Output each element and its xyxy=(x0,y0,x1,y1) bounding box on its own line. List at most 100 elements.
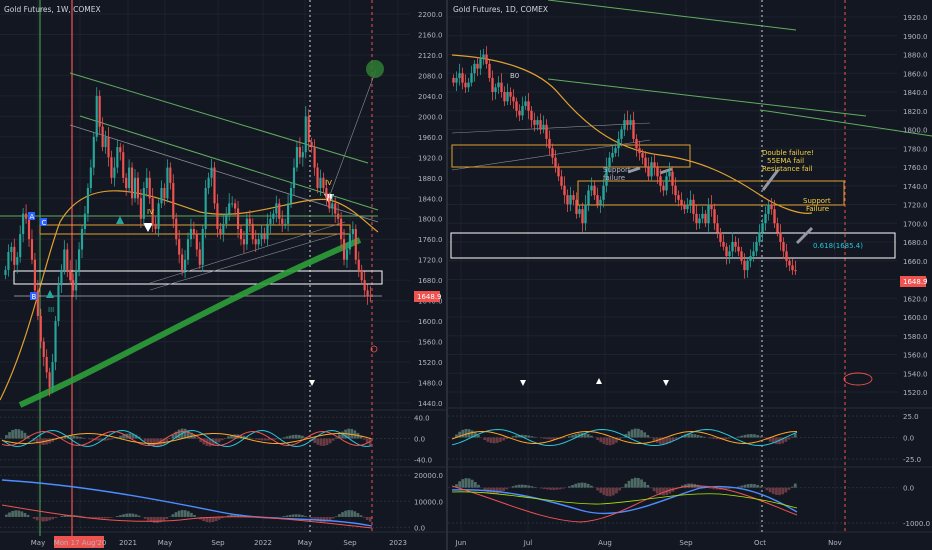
right-candle-body xyxy=(602,185,605,200)
right-candle-body xyxy=(452,77,455,83)
right-candle-body xyxy=(608,157,611,167)
right-macd-histogram-bar xyxy=(549,437,552,440)
right-macd-histogram-bar xyxy=(605,437,609,446)
marker-c-label: C xyxy=(42,219,47,227)
right-osc-histogram-bar xyxy=(765,487,769,491)
left-candle-body xyxy=(292,167,296,189)
left-macd-histogram-bar xyxy=(288,435,292,439)
left-osc-histogram-bar xyxy=(282,516,286,517)
right-candle-body xyxy=(668,171,671,177)
right-candle-body xyxy=(725,246,728,257)
right-osc-histogram-bar xyxy=(583,482,587,488)
left-candle-body xyxy=(298,147,301,158)
support-box-left xyxy=(13,270,383,285)
labels-layer: 2200.0 2160.0 2120.0 2080.0 2040.0 2000.0 1960… xyxy=(31,11,930,547)
left-candle-body xyxy=(195,234,198,250)
left-candle-body xyxy=(86,188,89,214)
right-macd-histogram-bar xyxy=(768,437,772,442)
left-macd-histogram-bar xyxy=(187,430,190,439)
left-candle-body xyxy=(251,223,254,240)
right-candle-body xyxy=(767,204,770,214)
right-macd-histogram-bar xyxy=(561,437,565,439)
left-candle-body xyxy=(342,239,346,260)
right-candle-body xyxy=(638,148,641,153)
right-candle-body xyxy=(596,195,599,205)
right-macd-histogram-bar xyxy=(499,437,502,442)
right-y-tick-label: 1720.0 xyxy=(903,202,928,210)
right-macd-histogram-bar xyxy=(775,437,778,445)
left-candle-body xyxy=(30,239,34,260)
right-candle-body xyxy=(485,54,488,64)
right-osc-histogram-bar xyxy=(611,487,615,496)
right-osc-histogram-bar xyxy=(580,482,584,488)
left-macd-line-b xyxy=(1,430,372,447)
right-macd-histogram-bar xyxy=(608,437,612,446)
left-macd-y-tick-label: 40.0 xyxy=(414,414,430,422)
right-osc-histogram-bar xyxy=(746,484,750,488)
left-macd-y-tick-label: -40.0 xyxy=(414,457,432,465)
right-macd-histogram-bar xyxy=(746,434,750,438)
right-osc-histogram-bar xyxy=(712,487,716,490)
left-osc-histogram-bar xyxy=(116,516,119,517)
left-candle-body xyxy=(307,116,310,142)
left-macd-histogram-bar xyxy=(282,437,286,439)
left-macd-histogram-bar xyxy=(273,438,277,440)
left-candle-body xyxy=(207,177,210,189)
left-candle-body xyxy=(157,203,160,229)
left-price-badge xyxy=(414,291,440,302)
right-candle-body xyxy=(752,251,755,257)
right-macd-histogram-bar xyxy=(489,437,493,443)
left-osc-histogram-bar xyxy=(122,514,125,517)
trendline-upper xyxy=(69,72,369,164)
right-macd-histogram-bar xyxy=(743,434,747,438)
right-macd-histogram-bar xyxy=(630,429,634,438)
left-candle-body xyxy=(125,177,128,189)
right-y-tick-label: 1840.0 xyxy=(903,89,928,97)
right-candle-body xyxy=(791,265,794,271)
buy-triangle-left xyxy=(116,216,124,224)
left-macd-histogram-bar xyxy=(131,433,135,439)
right-macd-histogram-bar xyxy=(495,437,499,443)
left-y-tick-label: 1760.0 xyxy=(418,236,443,244)
left-x-tick-label: 2021 xyxy=(119,539,137,547)
left-osc-histogram-bar xyxy=(137,515,141,517)
left-candle-body xyxy=(78,249,81,270)
right-macd-histogram-bar xyxy=(511,436,515,438)
right-osc-histogram-bar xyxy=(574,483,578,488)
left-candle-body xyxy=(42,341,45,357)
zone-box-left xyxy=(39,224,351,235)
left-y-tick-label: 1840.0 xyxy=(418,195,443,203)
right-candle-body xyxy=(500,82,503,92)
right-macd-histogram-bar xyxy=(505,437,509,439)
right-macd-histogram-bar xyxy=(521,434,524,438)
left-macd-histogram-bar xyxy=(79,437,82,439)
right-osc-histogram-bar xyxy=(649,487,653,489)
right-candle-body xyxy=(548,138,551,149)
left-candle-body xyxy=(260,234,263,240)
left-y-tick-label: 1480.0 xyxy=(418,380,443,388)
right-osc-histogram-bar xyxy=(728,487,731,489)
left-macd-histogram-bar xyxy=(20,430,24,439)
left-osc-histogram-bar xyxy=(356,513,360,517)
right-candle-body xyxy=(764,213,767,224)
left-x-tick-label: 2022 xyxy=(254,539,272,547)
right-macd-histogram-bar xyxy=(756,435,759,438)
left-osc-histogram-bar xyxy=(156,516,159,523)
right-y-tick-label: 1560.0 xyxy=(903,352,928,360)
right-osc-histogram-bar xyxy=(743,484,747,488)
right-osc-histogram-bar xyxy=(684,484,687,488)
right-osc-histogram-bar xyxy=(643,481,647,488)
right-candle-body xyxy=(650,162,653,177)
left-macd-histogram-bar xyxy=(153,438,156,447)
left-candle-body xyxy=(16,257,19,265)
left-candle-body xyxy=(148,177,151,199)
left-osc-histogram-bar xyxy=(190,512,193,517)
left-candle-body xyxy=(175,218,178,240)
right-osc-histogram-bar xyxy=(524,484,527,488)
left-osc-histogram-bar xyxy=(183,510,187,517)
right-macd-histogram-bar xyxy=(643,432,647,438)
right-osc-histogram-bar xyxy=(477,484,480,488)
right-osc-histogram-bar xyxy=(687,483,690,488)
right-macd-y-tick-label: 0.0 xyxy=(903,435,914,443)
left-osc-histogram-bar xyxy=(125,513,129,517)
